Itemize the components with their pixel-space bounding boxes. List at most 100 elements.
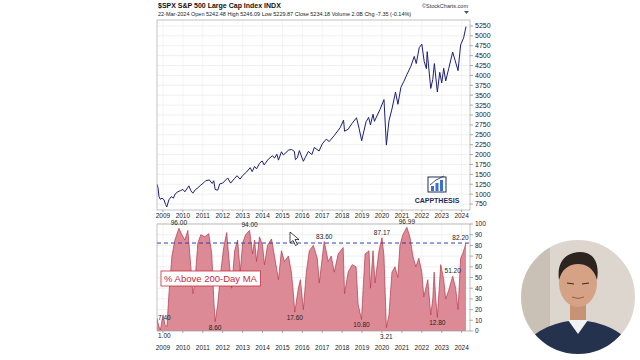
chart-title: $SPX S&P 500 Large Cap Index INDX bbox=[158, 2, 281, 10]
tick-mark bbox=[470, 25, 473, 26]
logo-bar bbox=[440, 180, 443, 191]
grid-line bbox=[157, 164, 470, 165]
x-tick-label: 2016 bbox=[295, 212, 310, 219]
x-tick-label: 2010 bbox=[176, 212, 191, 219]
tick-mark bbox=[470, 277, 473, 278]
tick-mark bbox=[401, 331, 402, 333]
x-tick-label: 2024 bbox=[454, 344, 469, 351]
tick-mark bbox=[470, 245, 473, 246]
panel-title: % Above 200-Day MA bbox=[164, 273, 258, 284]
tick-mark bbox=[470, 115, 473, 116]
tick-mark bbox=[461, 331, 462, 333]
tick-mark bbox=[470, 124, 473, 125]
grid-line bbox=[157, 154, 470, 155]
x-tick-label: 2013 bbox=[235, 212, 250, 219]
grid-line bbox=[222, 20, 223, 210]
x-tick-label: 2017 bbox=[315, 212, 330, 219]
logo: CAPPTHESIS bbox=[415, 176, 460, 204]
chart-subtitle: 22-Mar-2024 Open 5242.48 High 5246.09 Lo… bbox=[158, 11, 411, 17]
extreme-label: 17.60 bbox=[287, 314, 304, 321]
tick-mark bbox=[202, 331, 203, 333]
tick-mark bbox=[470, 75, 473, 76]
tick-mark bbox=[282, 331, 283, 333]
tick-mark bbox=[470, 95, 473, 96]
grid-line bbox=[157, 184, 470, 185]
extreme-label: 82.20 bbox=[452, 234, 469, 241]
grid-line bbox=[182, 20, 183, 210]
tick-mark bbox=[421, 331, 422, 333]
grid bbox=[157, 224, 470, 331]
y-tick-label: 90 bbox=[475, 231, 483, 238]
y-tick-label: 30 bbox=[475, 295, 483, 302]
y-tick-label: 2250 bbox=[475, 141, 491, 148]
y-tick-label: 50 bbox=[475, 274, 483, 281]
y-tick-label: 3000 bbox=[475, 111, 491, 118]
y-tick-label: 1000 bbox=[475, 191, 491, 198]
presenter-collar bbox=[568, 320, 588, 334]
extreme-label: 12.80 bbox=[429, 319, 446, 326]
extreme-label: 96.99 bbox=[399, 218, 416, 225]
tick-mark bbox=[470, 194, 473, 195]
x-tick-label: 2021 bbox=[395, 344, 410, 351]
y-tick-label: 2000 bbox=[475, 151, 491, 158]
y-tick-label: 2500 bbox=[475, 131, 491, 138]
tick-mark bbox=[470, 331, 473, 332]
plot-area bbox=[157, 227, 470, 331]
video-border bbox=[520, 239, 636, 355]
x-tick-label: 2017 bbox=[315, 344, 330, 351]
x-tick-label: 2011 bbox=[196, 344, 210, 351]
tick-mark bbox=[470, 234, 473, 235]
extreme-label: 1.00 bbox=[158, 332, 171, 339]
tick-mark bbox=[470, 65, 473, 66]
plot-frame bbox=[157, 20, 470, 210]
logo-frame bbox=[428, 177, 446, 192]
reference-line bbox=[157, 243, 470, 244]
extreme-label: 3.21 bbox=[380, 333, 393, 340]
grid-line bbox=[157, 115, 470, 116]
y-tick-label: 3750 bbox=[475, 82, 491, 89]
x-tick-label: 2022 bbox=[415, 344, 430, 351]
x-tick-label: 2014 bbox=[255, 212, 270, 219]
tick-mark bbox=[470, 224, 473, 225]
extreme-label: 8.60 bbox=[209, 324, 222, 331]
tick-mark bbox=[322, 331, 323, 333]
grid-line bbox=[202, 20, 203, 210]
x-tick-label: 2019 bbox=[355, 344, 370, 351]
tick-mark bbox=[470, 320, 473, 321]
x-tick-label: 2009 bbox=[156, 344, 171, 351]
grid-line bbox=[157, 134, 470, 135]
logo-bar bbox=[431, 186, 434, 191]
tick-mark bbox=[242, 331, 243, 333]
y-tick-label: 2750 bbox=[475, 121, 491, 128]
logo-arrow bbox=[430, 176, 444, 185]
grid-line bbox=[162, 20, 163, 210]
grid-line bbox=[157, 124, 470, 125]
tick-mark bbox=[470, 164, 473, 165]
grid-line bbox=[157, 234, 470, 235]
tick-mark bbox=[470, 174, 473, 175]
tick-mark bbox=[470, 266, 473, 267]
tick-mark bbox=[222, 331, 223, 333]
logo-text: CAPPTHESIS bbox=[415, 197, 460, 204]
extreme-label: 87.17 bbox=[374, 229, 391, 236]
tick-mark bbox=[470, 184, 473, 185]
tick-mark bbox=[441, 331, 442, 333]
x-tick-label: 2023 bbox=[434, 212, 449, 219]
source-label: ©StockCharts.com bbox=[422, 3, 468, 9]
x-tick-label: 2020 bbox=[375, 344, 390, 351]
grid-line bbox=[362, 20, 363, 210]
grid-line bbox=[157, 105, 470, 106]
tick-mark bbox=[470, 309, 473, 310]
plot-area bbox=[157, 27, 466, 207]
x-tick-label: 2010 bbox=[176, 344, 191, 351]
panel-title-box bbox=[161, 271, 261, 286]
extreme-label: 96.00 bbox=[171, 219, 188, 226]
plot-frame bbox=[157, 224, 470, 331]
grid-line bbox=[157, 75, 470, 76]
x-tick-label: 2014 bbox=[255, 344, 270, 351]
y-tick-label: 5000 bbox=[475, 32, 491, 39]
tick-mark bbox=[470, 134, 473, 135]
x-tick-label: 2018 bbox=[335, 344, 350, 351]
tick-mark bbox=[470, 154, 473, 155]
extreme-label: 51.20 bbox=[445, 267, 462, 274]
